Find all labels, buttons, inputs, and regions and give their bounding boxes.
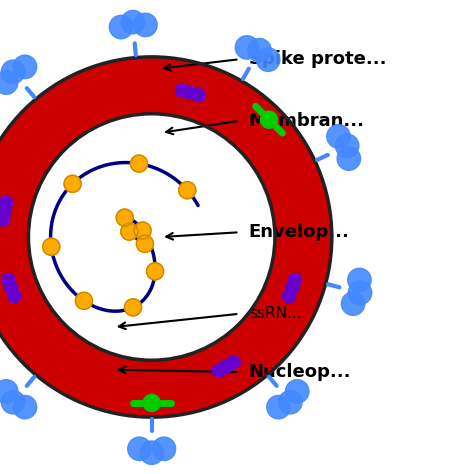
Circle shape [175,84,189,97]
Circle shape [13,395,36,419]
Circle shape [140,441,164,465]
Circle shape [130,155,147,172]
Circle shape [288,273,301,287]
Circle shape [116,209,133,226]
Circle shape [43,238,60,255]
Circle shape [109,15,133,39]
Circle shape [235,36,259,59]
Circle shape [179,182,196,199]
Circle shape [121,223,138,240]
Circle shape [0,380,18,403]
Circle shape [285,380,309,403]
Circle shape [248,38,271,62]
Circle shape [152,437,176,461]
Circle shape [0,71,18,94]
Circle shape [267,395,290,419]
Circle shape [13,55,36,79]
Circle shape [128,437,151,461]
Circle shape [337,147,361,170]
Circle shape [212,364,226,377]
Circle shape [2,273,15,287]
Circle shape [192,88,205,101]
Circle shape [283,290,296,303]
Circle shape [184,86,197,100]
Circle shape [125,299,142,316]
Circle shape [227,356,240,369]
Circle shape [0,196,13,210]
Circle shape [5,282,18,295]
Circle shape [8,290,21,303]
Circle shape [121,10,145,34]
Circle shape [146,263,164,280]
Circle shape [0,213,10,226]
Circle shape [285,282,299,295]
Circle shape [341,292,365,315]
Circle shape [143,394,160,411]
Circle shape [279,391,302,414]
Circle shape [260,111,277,128]
Circle shape [137,235,154,252]
Circle shape [134,222,151,239]
Text: Spike prote...: Spike prote... [249,50,386,68]
Circle shape [75,292,92,310]
Circle shape [64,175,81,192]
Circle shape [219,360,233,373]
Circle shape [134,13,157,36]
Text: Envelop...: Envelop... [249,223,350,241]
Circle shape [348,268,371,292]
Circle shape [256,48,280,72]
Circle shape [327,125,350,148]
Circle shape [348,281,372,305]
Text: ssRN...: ssRN... [249,306,301,321]
Text: Nucleop...: Nucleop... [249,363,351,381]
Circle shape [1,60,25,83]
Circle shape [336,134,359,157]
Text: Membran...: Membran... [249,112,365,130]
Circle shape [0,204,11,218]
Circle shape [1,391,25,414]
